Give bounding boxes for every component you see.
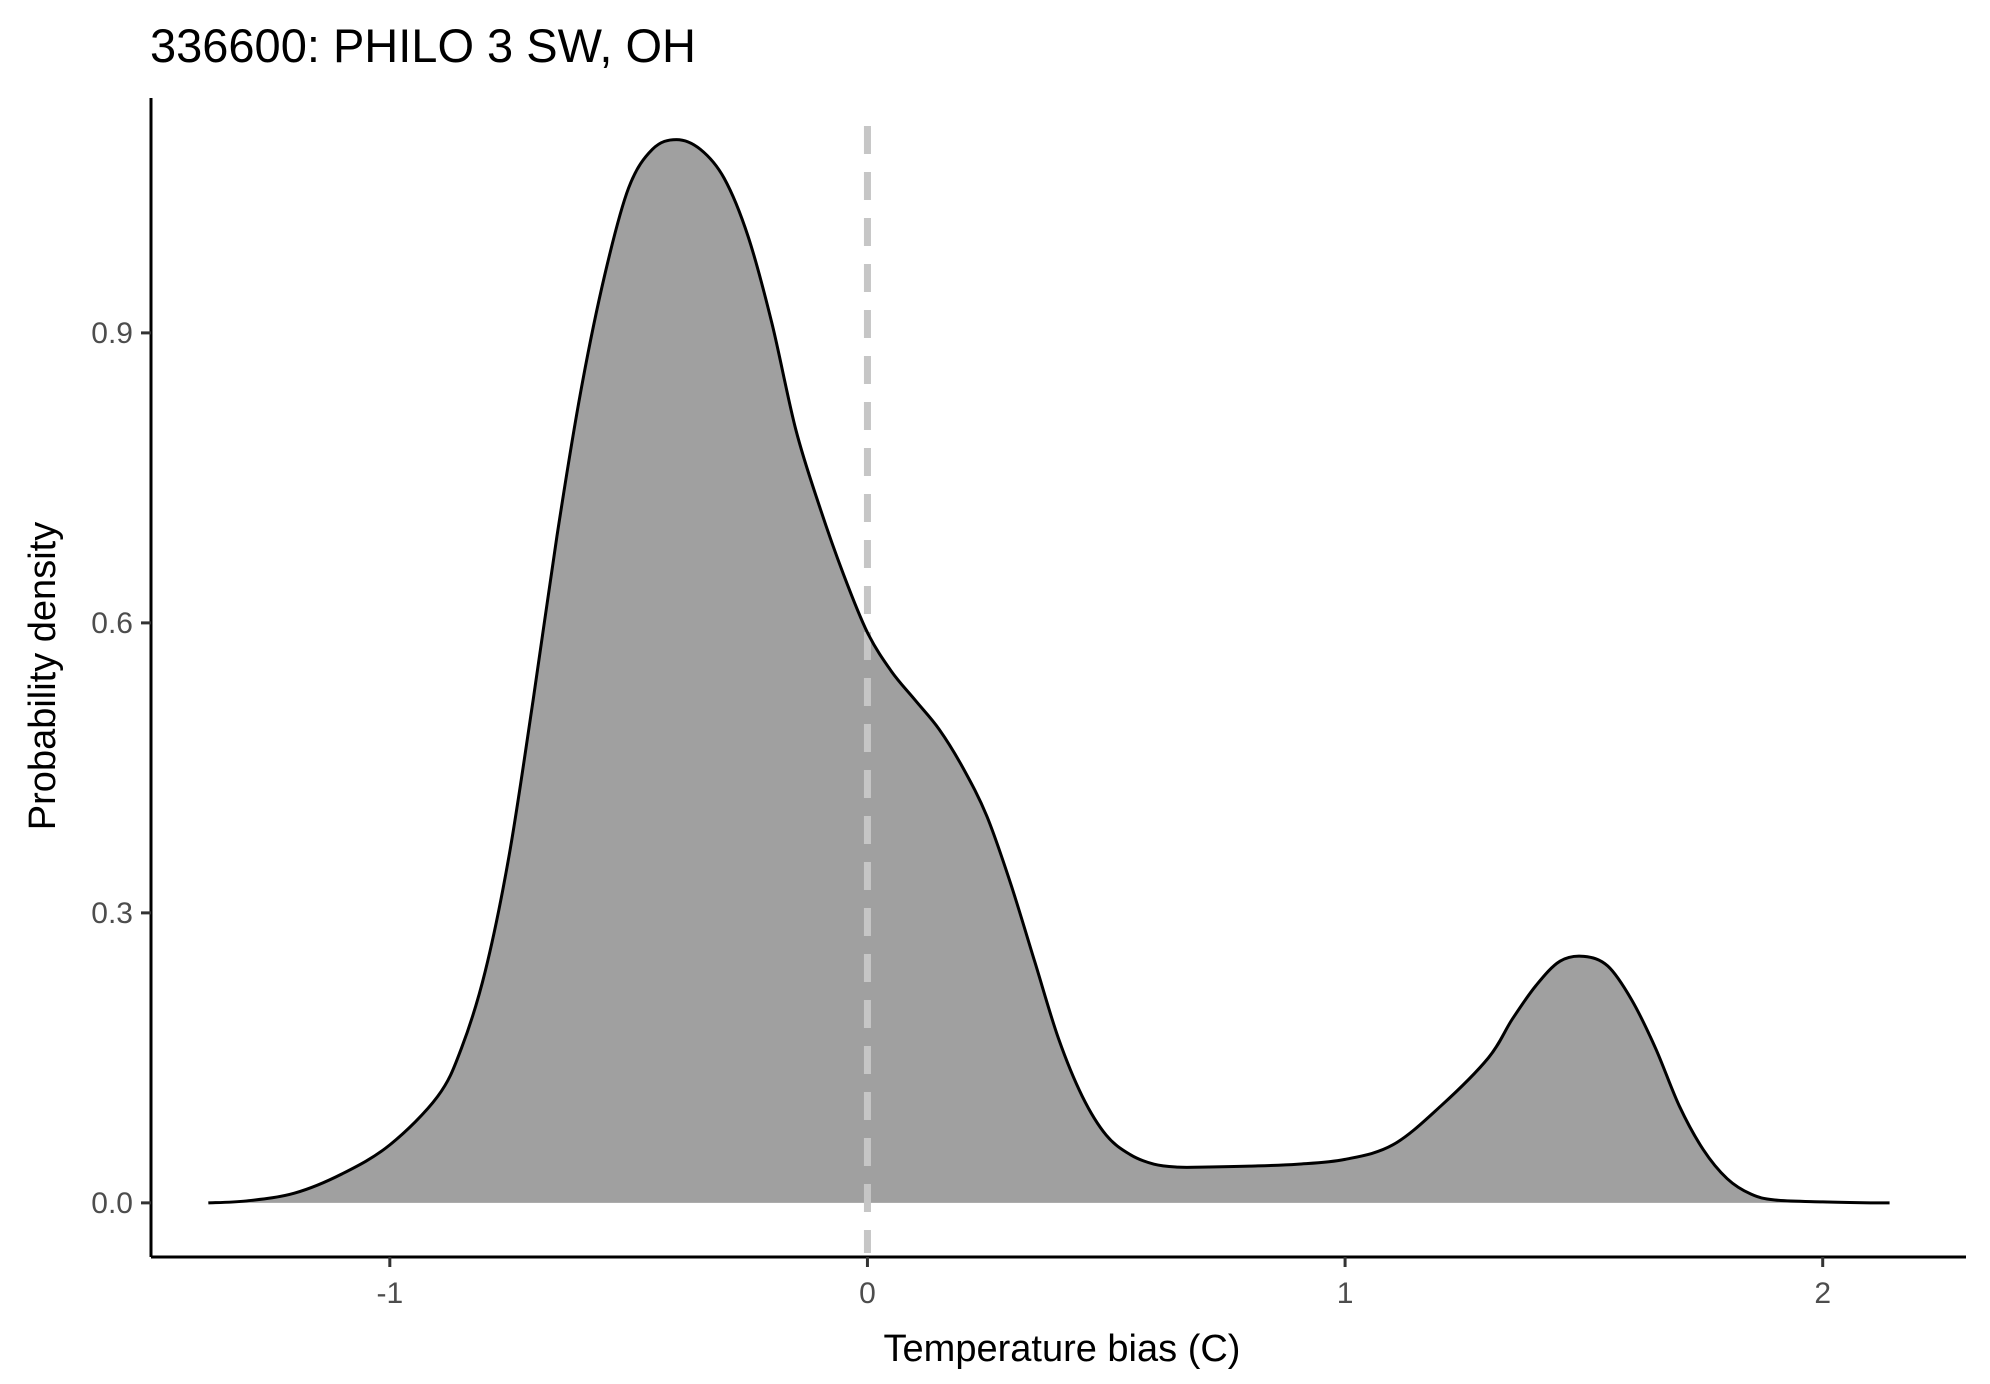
chart-title: 336600: PHILO 3 SW, OH — [150, 19, 696, 72]
x-tick-label: -1 — [376, 1277, 403, 1310]
x-axis-title: Temperature bias (C) — [884, 1328, 1241, 1370]
y-tick-label: 0.9 — [91, 317, 133, 350]
y-axis-ticks: 0.0 0.3 0.6 0.9 — [91, 317, 151, 1220]
y-tick-label: 0.6 — [91, 607, 133, 640]
x-tick-label: 0 — [859, 1277, 876, 1310]
x-tick-label: 1 — [1337, 1277, 1354, 1310]
density-area — [208, 139, 1890, 1203]
x-axis-ticks: -1 0 1 2 — [376, 1257, 1831, 1310]
x-tick-label: 2 — [1814, 1277, 1831, 1310]
y-tick-label: 0.3 — [91, 897, 133, 930]
y-tick-label: 0.0 — [91, 1187, 133, 1220]
density-curve — [208, 138, 1890, 1205]
y-axis-title: Probability density — [22, 522, 64, 830]
